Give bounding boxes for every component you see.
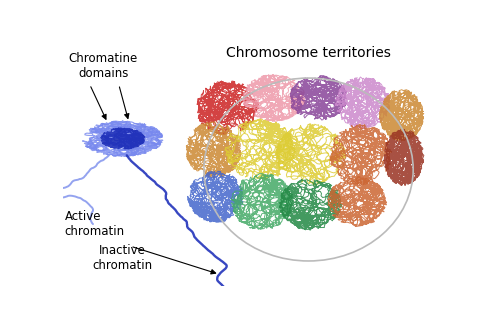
Circle shape [106,135,120,144]
Text: Chromosome territories: Chromosome territories [226,46,391,60]
Text: Inactive
chromatin: Inactive chromatin [92,244,152,272]
Text: Active
chromatin: Active chromatin [64,210,124,238]
Circle shape [124,141,138,150]
Circle shape [110,135,124,144]
Circle shape [102,132,116,141]
Circle shape [112,133,126,142]
Circle shape [130,134,144,143]
Text: Chromatine
domains: Chromatine domains [68,52,138,80]
